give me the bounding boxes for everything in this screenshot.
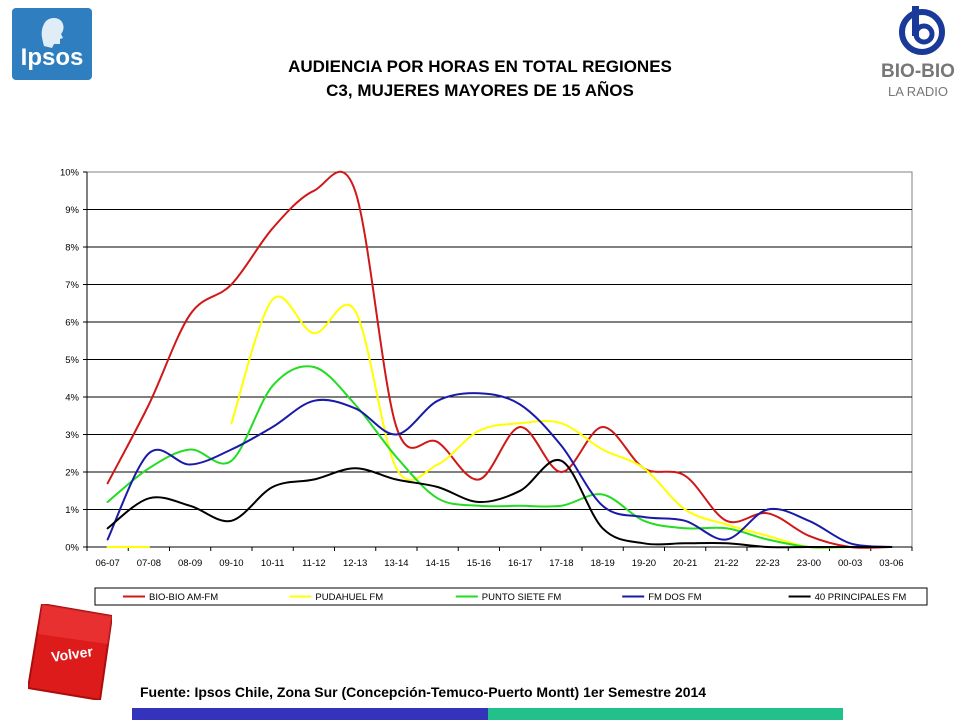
biobio-logo-name: BIO-BIO: [881, 61, 955, 82]
series-line-4: [106, 459, 893, 549]
y-tick-label: 1%: [65, 505, 79, 516]
x-tick-label: 13-14: [384, 558, 408, 569]
x-tick-label: 12-13: [343, 558, 367, 569]
x-tick-label: 21-22: [714, 558, 738, 569]
x-tick-label: 08-09: [178, 558, 202, 569]
chart-title-line1: AUDIENCIA POR HORAS EN TOTAL REGIONES: [288, 57, 672, 76]
volver-button-shape[interactable]: [28, 604, 112, 700]
series-line-2: [106, 365, 893, 549]
y-tick-label: 5%: [65, 355, 79, 366]
footer-bar-green: [488, 708, 843, 720]
legend-label: PUNTO SIETE FM: [482, 592, 562, 603]
audience-line-chart: 0% 1% 2% 3% 4% 5% 6% 7% 8% 9% 10% 06-07 07-08 08-09 09…: [60, 168, 928, 606]
x-tick-label: 09-10: [219, 558, 243, 569]
legend-label: BIO-BIO AM-FM: [149, 592, 218, 603]
x-tick-label: 06-07: [95, 558, 119, 569]
x-tick-label: 17-18: [549, 558, 573, 569]
x-tick-label: 11-12: [302, 558, 326, 569]
legend-label: PUDAHUEL FM: [315, 592, 383, 603]
x-tick-label: 23-00: [797, 558, 821, 569]
y-tick-label: 9%: [65, 205, 79, 216]
x-tick-label: 15-16: [467, 558, 491, 569]
legend-box: [94, 587, 928, 606]
y-tick-label: 0%: [65, 543, 79, 554]
y-tick-label: 2%: [65, 468, 79, 479]
y-tick-label: 10%: [60, 168, 80, 179]
y-tick-label: 8%: [65, 243, 79, 254]
y-tick-label: 6%: [65, 318, 79, 329]
x-tick-label: 19-20: [632, 558, 656, 569]
source-note: Fuente: Ipsos Chile, Zona Sur (Concepció…: [140, 684, 707, 700]
x-tick-label: 22-23: [755, 558, 779, 569]
x-tick-label: 18-19: [590, 558, 614, 569]
series-line-1: [230, 295, 893, 549]
series-line-0: [106, 170, 893, 549]
x-tick-label: 14-15: [425, 558, 449, 569]
series-line-3: [106, 392, 893, 548]
y-tick-label: 7%: [65, 280, 79, 291]
y-tick-label: 4%: [65, 393, 79, 404]
x-tick-label: 03-06: [879, 558, 903, 569]
chart-title-line2: C3, MUJERES MAYORES DE 15 AÑOS: [326, 81, 634, 100]
x-tick-label: 20-21: [673, 558, 697, 569]
x-tick-label: 10-11: [261, 558, 285, 569]
x-tick-label: 16-17: [508, 558, 532, 569]
legend-label: 40 PRINCIPALES FM: [815, 592, 907, 603]
biobio-logo: BIO-BIO LA RADIO: [880, 6, 956, 106]
ipsos-logo: Ipsos: [12, 8, 92, 80]
y-tick-label: 3%: [65, 430, 79, 441]
ipsos-logo-text: Ipsos: [20, 44, 84, 71]
x-tick-label: 00-03: [838, 558, 862, 569]
ipsos-head-icon: [41, 18, 64, 48]
x-tick-label: 07-08: [137, 558, 161, 569]
legend-label: FM DOS FM: [648, 592, 701, 603]
footer-bar-blue: [132, 708, 488, 720]
biobio-emblem-icon: [899, 6, 945, 55]
biobio-logo-sub: LA RADIO: [888, 84, 948, 99]
